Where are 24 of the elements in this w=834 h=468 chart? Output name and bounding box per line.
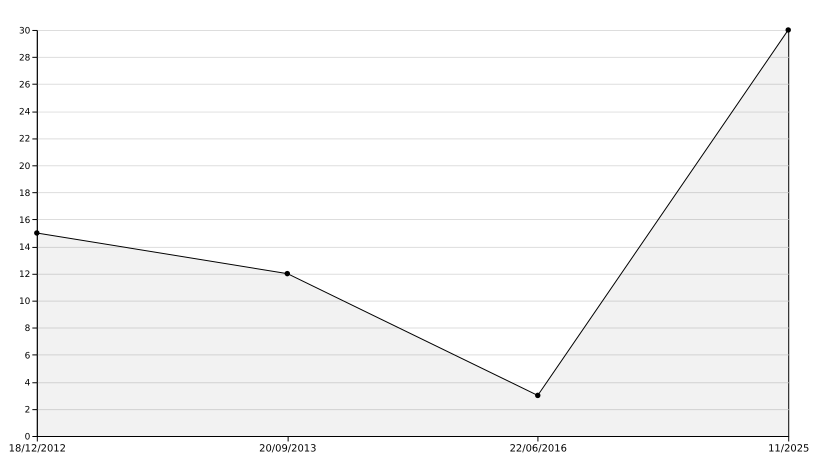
y-tick-label: 2	[24, 405, 30, 416]
y-tick-label: 12	[18, 270, 30, 280]
y-tick-label: 18	[18, 188, 31, 199]
y-tick-label: 14	[18, 243, 31, 253]
y-tick-label: 4	[24, 378, 31, 388]
y-tick-label: 30	[18, 26, 31, 36]
y-tick-label: 20	[18, 162, 31, 172]
x-tick-label: 11/2025	[768, 443, 810, 454]
x-tick-label: 18/12/2012	[8, 443, 66, 454]
y-tick-label: 24	[18, 108, 31, 118]
x-tick-label: 22/06/2016	[510, 443, 567, 454]
y-tick-label: 0	[24, 432, 31, 442]
point	[535, 392, 540, 398]
x-tick-label: 20/09/2013	[259, 443, 316, 454]
y-tick-label: 26	[18, 80, 31, 91]
y-tick-label: 28	[18, 54, 31, 64]
point	[785, 27, 791, 33]
y-tick-label: 16	[18, 216, 31, 226]
point	[284, 270, 290, 276]
y-tick-label: 10	[18, 297, 31, 308]
y-tick-label: 22	[18, 134, 30, 145]
y-tick-label: 8	[24, 324, 31, 334]
y-tick-label: 6	[24, 351, 31, 362]
point	[34, 230, 40, 236]
